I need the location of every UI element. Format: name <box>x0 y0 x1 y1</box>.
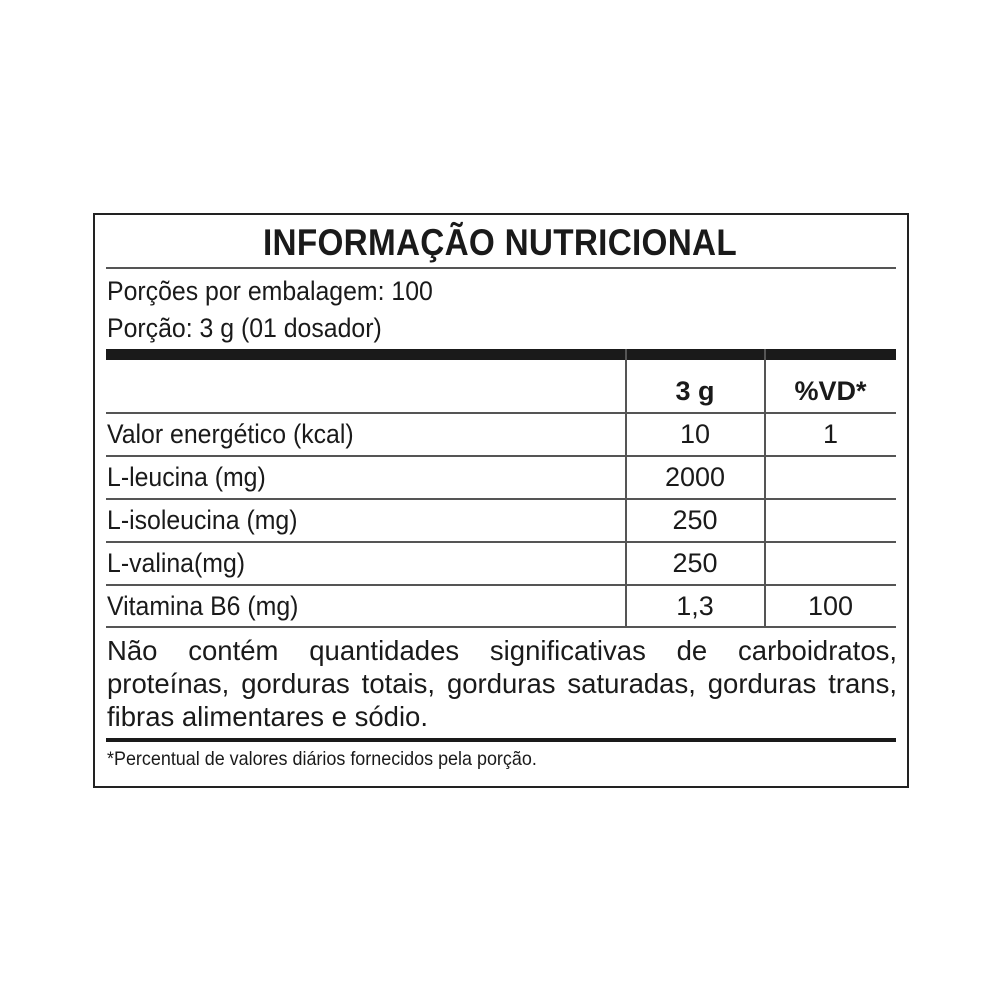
row-divider <box>106 498 896 500</box>
nutrient-amount: 2000 <box>664 462 726 492</box>
nutrient-amount: 10 <box>679 419 711 449</box>
row-divider <box>106 541 896 543</box>
row-divider <box>106 412 896 414</box>
nutrition-note: Não contém quantidades significativas de… <box>107 635 897 732</box>
footnote: *Percentual de valores diários fornecido… <box>107 748 537 770</box>
column-divider <box>625 349 627 627</box>
nutrient-name: L-leucina (mg) <box>107 462 266 492</box>
column-divider <box>764 349 766 627</box>
nutrient-name: Vitamina B6 (mg) <box>107 591 299 621</box>
nutrient-amount: 250 <box>672 548 718 578</box>
row-divider <box>106 455 896 457</box>
nutrient-dv: 1 <box>822 419 839 449</box>
row-divider <box>106 626 896 628</box>
thick-divider <box>106 738 896 742</box>
nutrient-name: L-isoleucina (mg) <box>107 505 298 535</box>
thick-divider <box>106 349 896 360</box>
nutrient-name: L-valina(mg) <box>107 548 246 578</box>
label-title: INFORMAÇÃO NUTRICIONAL <box>263 222 737 263</box>
nutrient-name: Valor energético (kcal) <box>107 419 354 449</box>
header-amount: 3 g <box>675 376 715 406</box>
nutrient-amount: 1,3 <box>676 591 714 621</box>
nutrient-dv: 100 <box>807 591 854 621</box>
serving-size: Porção: 3 g (01 dosador) <box>107 313 382 343</box>
servings-per-package: Porções por embalagem: 100 <box>107 276 433 306</box>
nutrition-label-frame <box>93 213 909 788</box>
header-dv: %VD* <box>794 376 867 406</box>
nutrient-amount: 250 <box>672 505 718 535</box>
divider <box>106 267 896 269</box>
row-divider <box>106 584 896 586</box>
